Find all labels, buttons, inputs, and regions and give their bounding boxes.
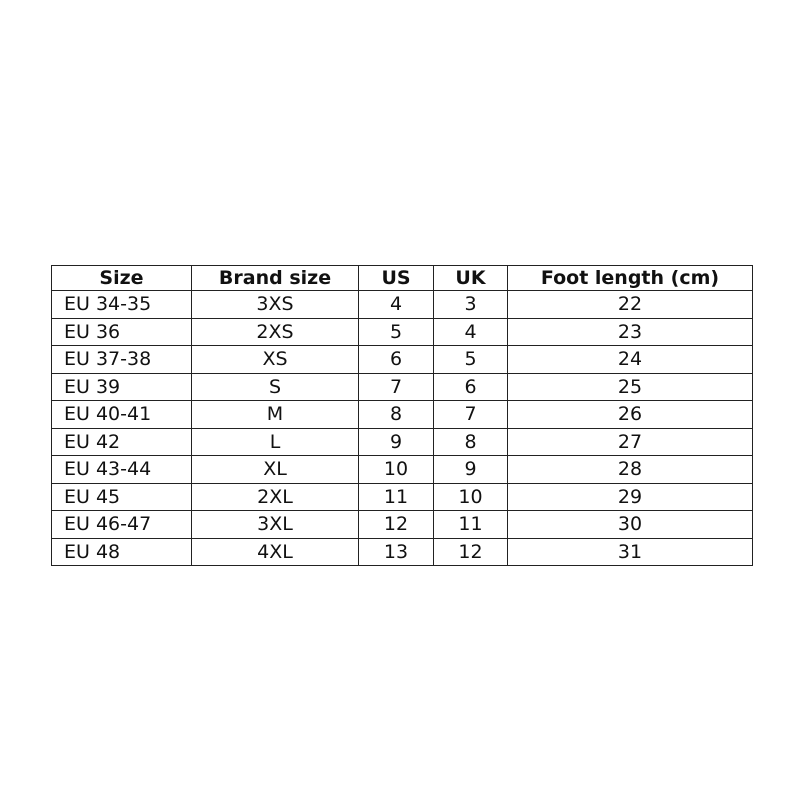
cell-foot-length: 26 [507, 400, 753, 429]
column-header-uk: UK [433, 265, 508, 291]
cell-size: EU 45 [51, 482, 192, 511]
column-header-us: US [358, 265, 434, 291]
cell-brand-size: 2XS [191, 317, 359, 346]
cell-uk: 8 [433, 427, 508, 456]
cell-brand-size: XS [191, 345, 359, 374]
size-chart-table: Size Brand size US UK Foot length (cm) EU 34… [51, 265, 753, 566]
cell-size: EU 39 [51, 372, 192, 401]
cell-uk: 10 [433, 482, 508, 511]
cell-brand-size: 3XS [191, 290, 359, 319]
table-row: EU 40-41 M 8 7 26 [51, 400, 753, 429]
cell-size: EU 48 [51, 537, 192, 566]
cell-size: EU 42 [51, 427, 192, 456]
cell-size: EU 34-35 [51, 290, 192, 319]
cell-size: EU 37-38 [51, 345, 192, 374]
cell-uk: 5 [433, 345, 508, 374]
cell-us: 12 [358, 510, 434, 539]
cell-brand-size: 2XL [191, 482, 359, 511]
cell-us: 8 [358, 400, 434, 429]
cell-us: 7 [358, 372, 434, 401]
cell-size: EU 43-44 [51, 455, 192, 484]
table-row: EU 34-35 3XS 4 3 22 [51, 290, 753, 319]
cell-us: 6 [358, 345, 434, 374]
table-header-row: Size Brand size US UK Foot length (cm) [51, 265, 753, 291]
column-header-foot-length: Foot length (cm) [507, 265, 753, 291]
cell-brand-size: S [191, 372, 359, 401]
table-row: EU 36 2XS 5 4 23 [51, 317, 753, 346]
cell-uk: 4 [433, 317, 508, 346]
cell-us: 9 [358, 427, 434, 456]
cell-brand-size: M [191, 400, 359, 429]
cell-foot-length: 22 [507, 290, 753, 319]
cell-uk: 11 [433, 510, 508, 539]
cell-us: 5 [358, 317, 434, 346]
cell-foot-length: 31 [507, 537, 753, 566]
cell-foot-length: 24 [507, 345, 753, 374]
cell-uk: 6 [433, 372, 508, 401]
cell-uk: 9 [433, 455, 508, 484]
cell-brand-size: XL [191, 455, 359, 484]
column-header-brand-size: Brand size [191, 265, 359, 291]
cell-foot-length: 23 [507, 317, 753, 346]
cell-foot-length: 27 [507, 427, 753, 456]
cell-size: EU 36 [51, 317, 192, 346]
cell-brand-size: 3XL [191, 510, 359, 539]
cell-foot-length: 28 [507, 455, 753, 484]
cell-uk: 3 [433, 290, 508, 319]
table-row: EU 43-44 XL 10 9 28 [51, 455, 753, 484]
cell-brand-size: L [191, 427, 359, 456]
table-row: EU 37-38 XS 6 5 24 [51, 345, 753, 374]
cell-uk: 12 [433, 537, 508, 566]
cell-us: 4 [358, 290, 434, 319]
cell-us: 13 [358, 537, 434, 566]
table-row: EU 48 4XL 13 12 31 [51, 537, 753, 566]
table-row: EU 45 2XL 11 10 29 [51, 482, 753, 511]
cell-foot-length: 25 [507, 372, 753, 401]
column-header-size: Size [51, 265, 192, 291]
cell-brand-size: 4XL [191, 537, 359, 566]
cell-us: 10 [358, 455, 434, 484]
table-row: EU 42 L 9 8 27 [51, 427, 753, 456]
cell-size: EU 40-41 [51, 400, 192, 429]
table-row: EU 39 S 7 6 25 [51, 372, 753, 401]
cell-foot-length: 29 [507, 482, 753, 511]
cell-uk: 7 [433, 400, 508, 429]
cell-us: 11 [358, 482, 434, 511]
cell-size: EU 46-47 [51, 510, 192, 539]
table-row: EU 46-47 3XL 12 11 30 [51, 510, 753, 539]
cell-foot-length: 30 [507, 510, 753, 539]
